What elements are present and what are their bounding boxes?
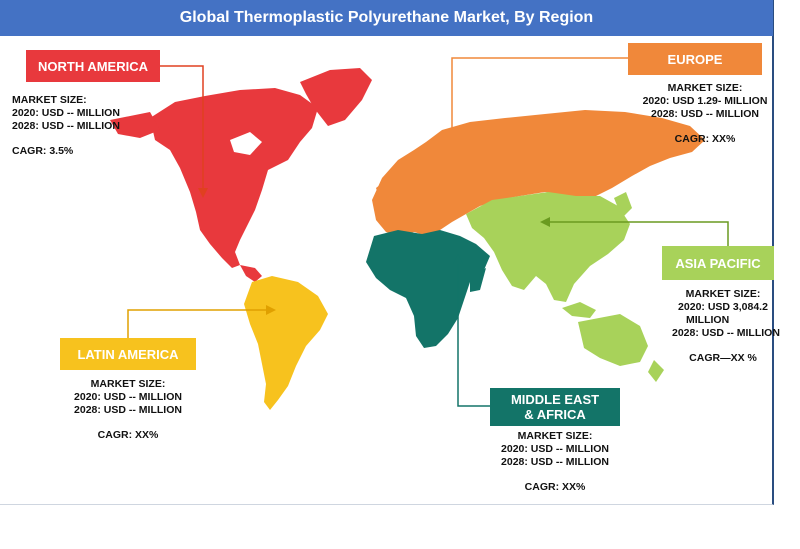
latin-america-connector [127, 309, 270, 340]
asia-pacific-market-size-label: MARKET SIZE: [685, 288, 761, 300]
north-america-connector [158, 65, 204, 194]
mea-2020-value: 2020: USD -- MILLION [501, 443, 609, 455]
mea-region [366, 230, 490, 348]
asia-pacific-info: MARKET SIZE: 2020: USD 3,084.2 MILLION 2… [672, 288, 780, 365]
europe-market-size-label: MARKET SIZE: [667, 82, 743, 94]
mea-label: MIDDLE EAST & AFRICA [490, 388, 620, 426]
europe-connector [451, 57, 632, 176]
mea-label-line2: & AFRICA [524, 407, 586, 422]
asia-pacific-region [466, 192, 664, 382]
north-america-label: NORTH AMERICA [26, 50, 160, 82]
north-america-cagr: CAGR: 3.5% [12, 145, 74, 157]
europe-cagr: CAGR: XX% [674, 133, 736, 145]
latin-america-info: MARKET SIZE: 2020: USD -- MILLION 2028: … [60, 378, 196, 442]
latin-america-2020-value: 2020: USD -- MILLION [74, 391, 182, 403]
latin-america-cagr: CAGR: XX% [97, 429, 159, 441]
europe-region [372, 110, 705, 236]
latin-america-region [244, 276, 328, 410]
asia-pacific-arrowhead [540, 217, 550, 227]
latin-america-2028-value: 2028: USD -- MILLION [74, 404, 182, 416]
north-america-2028-value: 2028: USD -- MILLION [12, 120, 120, 132]
latin-america-label: LATIN AMERICA [60, 338, 196, 370]
mea-info: MARKET SIZE: 2020: USD -- MILLION 2028: … [488, 430, 622, 494]
asia-pacific-cagr: CAGR—XX % [689, 352, 757, 364]
asia-pacific-2028-value: 2028: USD -- MILLION [672, 327, 780, 339]
asia-pacific-2020-value: 2020: USD 3,084.2 [678, 301, 768, 313]
north-america-info: MARKET SIZE: 2020: USD -- MILLION 2028: … [12, 94, 152, 158]
europe-arrowhead [447, 170, 457, 180]
latin-america-market-size-label: MARKET SIZE: [90, 378, 166, 390]
mea-2028-value: 2028: USD -- MILLION [501, 456, 609, 468]
page-title: Global Thermoplastic Polyurethane Market… [0, 0, 773, 36]
mea-market-size-label: MARKET SIZE: [517, 430, 593, 442]
mea-arrowhead [453, 254, 463, 264]
mea-label-line1: MIDDLE EAST [510, 392, 600, 407]
connector-lines [127, 57, 729, 407]
mea-cagr: CAGR: XX% [524, 481, 586, 493]
north-america-market-size-label: MARKET SIZE: [12, 94, 87, 106]
latin-america-arrowhead [266, 305, 276, 315]
north-america-2020-value: 2020: USD -- MILLION [12, 107, 120, 119]
europe-2028-value: 2028: USD -- MILLION [651, 108, 759, 120]
europe-info: MARKET SIZE: 2020: USD 1.29- MILLION 202… [640, 82, 770, 146]
asia-pacific-2020-unit: MILLION [686, 314, 730, 326]
europe-2020-value: 2020: USD 1.29- MILLION [642, 95, 768, 107]
north-america-region [110, 68, 372, 282]
asia-pacific-connector [546, 221, 729, 246]
europe-label: EUROPE [628, 43, 762, 75]
asia-pacific-label: ASIA PACIFIC [662, 246, 774, 280]
mea-connector [457, 258, 490, 407]
north-america-arrowhead [198, 188, 208, 198]
